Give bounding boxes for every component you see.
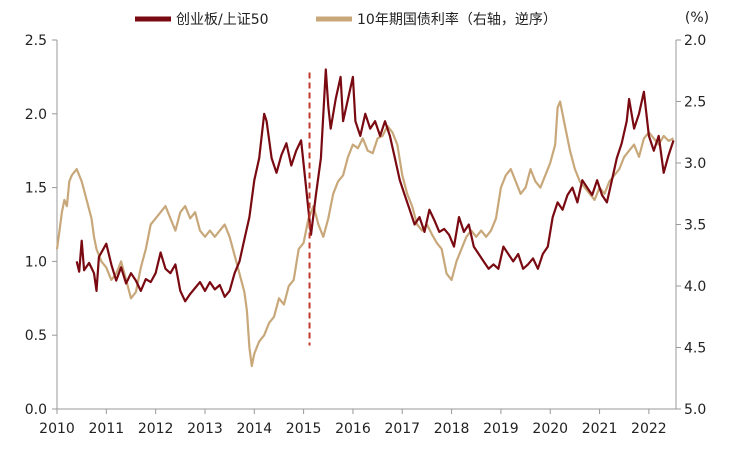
right-tick-label: 3.0	[684, 156, 706, 172]
x-tick-label: 2014	[236, 421, 272, 437]
left-tick-label: 0.5	[25, 328, 47, 344]
right-axis-unit-label: (%)	[685, 10, 709, 26]
x-tick-label: 2012	[138, 421, 174, 437]
x-tick-label: 2019	[483, 421, 519, 437]
legend: 创业板/上证50 10年期国债利率（右轴，逆序）	[135, 11, 557, 28]
axes: 0.0 0.5 1.0 1.5 2.0 2.5 2.0 2.5 3.0 3.5 4.0 4.5 5.0 2…	[25, 33, 707, 437]
left-tick-label: 2.0	[25, 107, 47, 123]
x-tick-label: 2010	[39, 421, 75, 437]
x-tick-label: 2021	[582, 421, 618, 437]
x-tick-label: 2018	[434, 421, 470, 437]
bond-yield-series-line	[55, 100, 674, 368]
x-tick-label: 2022	[631, 421, 667, 437]
right-tick-label: 2.5	[684, 95, 706, 111]
right-tick-label: 5.0	[684, 402, 706, 418]
right-tick-label: 4.0	[684, 279, 706, 295]
x-tick-label: 2013	[187, 421, 223, 437]
right-tick-label: 4.5	[684, 341, 706, 357]
left-tick-label: 1.0	[25, 254, 47, 270]
left-tick-label: 2.5	[25, 33, 47, 49]
x-tick-label: 2020	[532, 421, 568, 437]
x-tick-label: 2017	[384, 421, 420, 437]
legend-label: 10年期国债利率（右轴，逆序）	[357, 11, 557, 28]
x-tick-label: 2016	[335, 421, 371, 437]
x-tick-label: 2015	[286, 421, 322, 437]
chinext-sse50-ratio-series-line	[75, 68, 675, 303]
series-layer	[55, 68, 675, 368]
x-tick-label: 2011	[89, 421, 125, 437]
legend-label: 创业板/上证50	[176, 12, 269, 28]
left-tick-label: 1.5	[25, 181, 47, 197]
right-tick-label: 2.0	[684, 33, 706, 49]
left-tick-label: 0.0	[25, 402, 47, 418]
right-tick-label: 3.5	[684, 218, 706, 234]
